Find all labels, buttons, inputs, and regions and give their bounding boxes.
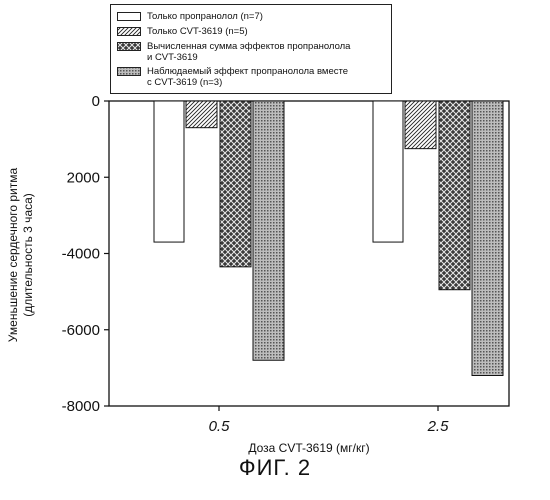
y-tick-label: 0 bbox=[92, 93, 100, 110]
legend-item-cvt: Только CVT-3619 (n=5) bbox=[117, 26, 387, 37]
y-tick-label: -4000 bbox=[62, 246, 100, 263]
legend: Только пропранолол (n=7) Только CVT-3619… bbox=[110, 4, 392, 94]
y-axis-label: Уменьшение сердечного ритма (длительност… bbox=[6, 120, 36, 390]
y-tick-label: -6000 bbox=[62, 322, 100, 339]
legend-item-observed: Наблюдаемый эффект пропранолола вместе с… bbox=[117, 66, 387, 88]
legend-swatch-white bbox=[117, 12, 141, 21]
legend-label: Только пропранолол (n=7) bbox=[147, 11, 387, 22]
bar-series0-cat0 bbox=[154, 101, 184, 242]
bar-series1-cat1 bbox=[405, 101, 436, 149]
bar-series0-cat1 bbox=[373, 101, 403, 242]
y-axis: 0 2000 -4000 -6000 -8000 bbox=[62, 93, 109, 415]
bar-series3-cat1 bbox=[472, 101, 503, 376]
bar-series3-cat0 bbox=[253, 101, 284, 360]
y-tick-label: 2000 bbox=[67, 169, 100, 186]
x-axis-label: Доза CVT-3619 (мг/кг) bbox=[109, 441, 509, 455]
x-tick-label: 2.5 bbox=[427, 418, 450, 435]
legend-swatch-dots bbox=[117, 67, 141, 76]
y-tick-label: -8000 bbox=[62, 398, 100, 415]
bar-series2-cat1 bbox=[439, 101, 470, 290]
legend-item-sum: Вычисленная сумма эффектов пропранолола … bbox=[117, 41, 387, 63]
x-axis: 0.5 2.5 bbox=[209, 406, 450, 435]
x-tick-label: 0.5 bbox=[209, 418, 231, 435]
bars-group bbox=[154, 101, 503, 376]
legend-swatch-cross bbox=[117, 42, 141, 51]
legend-label: Только CVT-3619 (n=5) bbox=[147, 26, 387, 37]
legend-label: Вычисленная сумма эффектов пропранолола … bbox=[147, 41, 387, 63]
figure-caption: ФИГ. 2 bbox=[0, 455, 550, 481]
bar-series2-cat0 bbox=[220, 101, 251, 267]
legend-item-propranolol: Только пропранолол (n=7) bbox=[117, 11, 387, 22]
bar-series1-cat0 bbox=[186, 101, 217, 128]
legend-swatch-diag bbox=[117, 27, 141, 36]
legend-label: Наблюдаемый эффект пропранолола вместе с… bbox=[147, 66, 387, 88]
